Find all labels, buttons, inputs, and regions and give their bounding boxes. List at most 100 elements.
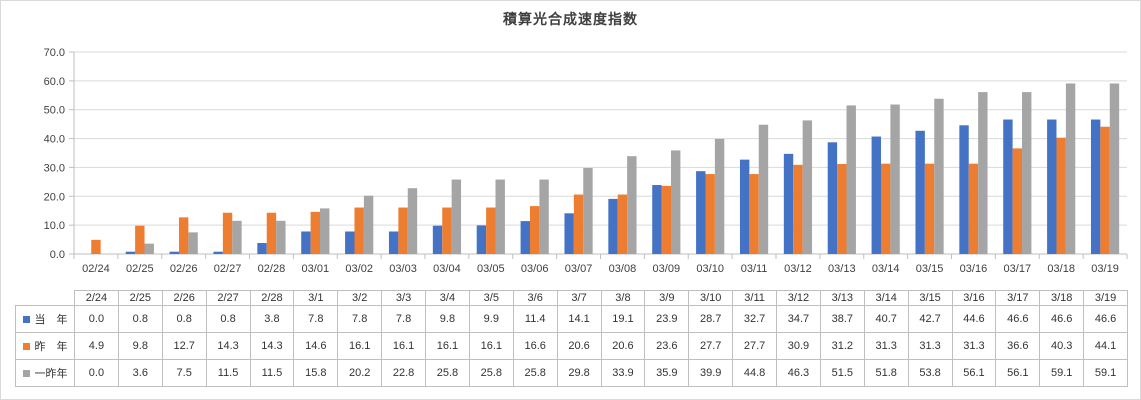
bar-0-19	[915, 130, 925, 254]
value-cell: 42.7	[907, 305, 953, 333]
series-color-swatch-icon	[22, 315, 30, 323]
bar-2-9	[495, 179, 505, 254]
bar-0-17	[827, 142, 838, 254]
bar-2-19	[934, 98, 944, 255]
value-cell: 25.8	[425, 359, 470, 387]
value-cell: 7.8	[337, 305, 383, 333]
value-cell: 0.8	[205, 305, 251, 333]
date-header-cell: 3/8	[600, 290, 646, 306]
bar-1-5	[310, 211, 321, 254]
bar-2-5	[320, 208, 330, 254]
value-cell: 56.1	[951, 359, 997, 387]
x-axis-label: 03/14	[872, 263, 900, 275]
value-cell: 31.3	[907, 332, 953, 360]
bar-0-7	[388, 231, 399, 254]
bar-1-22	[1056, 137, 1066, 254]
x-axis-label: 03/05	[477, 263, 505, 275]
date-header-cell: 3/5	[468, 290, 514, 306]
bar-0-11	[564, 213, 574, 254]
bar-1-2	[178, 217, 189, 254]
chart-title: 積算光合成速度指数	[503, 11, 638, 27]
bar-1-3	[222, 212, 233, 254]
bar-0-21	[1003, 119, 1013, 254]
y-axis-label: 40.0	[44, 134, 65, 146]
bar-2-22	[1065, 83, 1076, 254]
bar-0-20	[959, 125, 969, 254]
bar-2-15	[758, 124, 769, 254]
value-cell: 12.7	[161, 332, 207, 360]
bar-chart-plot-area: 0.0 10.0 20.0 30.0 40.0 50.0 60.0 70.0 02/24 02/2…	[44, 47, 1128, 275]
x-axis-label: 03/09	[653, 263, 681, 275]
y-axis-label: 60.0	[44, 76, 65, 88]
bar-1-4	[266, 212, 277, 254]
bar-2-2	[188, 232, 198, 254]
bar-2-1	[144, 243, 154, 254]
bar-0-5	[301, 231, 311, 254]
x-axis-label: 03/08	[609, 263, 637, 275]
value-cell: 20.2	[337, 359, 383, 387]
bar-2-6	[363, 195, 374, 254]
x-axis-label: 03/01	[302, 263, 330, 275]
bar-1-6	[354, 207, 364, 254]
corner-cell	[15, 290, 75, 306]
bar-0-23	[1090, 119, 1101, 254]
x-axis-label: 03/17	[1004, 263, 1032, 275]
value-cell: 23.9	[644, 305, 690, 333]
x-axis-label: 02/24	[82, 263, 110, 275]
x-axis-label: 03/16	[960, 263, 988, 275]
bar-0-3	[213, 251, 223, 254]
bar-2-8	[451, 179, 462, 254]
date-header-cell: 3/12	[776, 290, 821, 306]
bar-2-3	[232, 220, 242, 254]
table-row-series-1: 昨 年 4.9 9.8 12.7 14.3 14.3 14.6 16.1 16.1 16.1 16.…	[15, 332, 1128, 360]
value-cell: 7.8	[293, 305, 339, 333]
value-cell: 14.1	[556, 305, 602, 333]
date-header-cell: 2/25	[117, 290, 163, 306]
date-header-cell: 3/19	[1083, 290, 1128, 306]
date-header-cell: 3/16	[951, 290, 997, 306]
y-axis-label: 30.0	[44, 162, 65, 174]
bar-2-10	[539, 179, 549, 254]
date-header-cell: 3/11	[732, 290, 777, 306]
date-header-cell: 3/6	[512, 290, 558, 306]
value-cell: 34.7	[776, 305, 821, 333]
value-cell: 46.3	[776, 359, 821, 387]
value-cell: 16.1	[468, 332, 514, 360]
x-axis-label: 03/19	[1091, 263, 1119, 275]
x-axis-label: 03/11	[741, 263, 768, 275]
bar-0-2	[169, 251, 179, 254]
value-cell: 15.8	[293, 359, 339, 387]
value-cell: 16.1	[381, 332, 426, 360]
bar-0-15	[739, 159, 750, 254]
table-row-series-2: 一昨年 0.0 3.6 7.5 11.5 11.5 15.8 20.2 22.8 25.8 25.8…	[15, 359, 1128, 387]
value-cell: 20.6	[600, 332, 646, 360]
value-cell: 31.3	[951, 332, 997, 360]
value-cell: 46.6	[1039, 305, 1085, 333]
value-cell: 39.9	[688, 359, 734, 387]
value-cell: 14.3	[205, 332, 251, 360]
value-cell: 19.1	[600, 305, 646, 333]
series-color-swatch-icon	[22, 369, 30, 377]
x-axis-label: 02/27	[214, 263, 242, 275]
x-axis-label: 03/18	[1047, 263, 1075, 275]
value-cell: 25.8	[512, 359, 558, 387]
value-cell: 27.7	[688, 332, 734, 360]
bar-1-20	[968, 163, 979, 254]
date-header-cell: 3/9	[644, 290, 690, 306]
value-cell: 44.1	[1083, 332, 1128, 360]
value-cell: 59.1	[1039, 359, 1085, 387]
x-axis-label: 03/06	[521, 263, 549, 275]
value-cell: 31.2	[819, 332, 865, 360]
bar-2-12	[627, 156, 637, 254]
date-header-cell: 2/24	[74, 290, 119, 306]
bar-0-6	[345, 231, 355, 254]
value-cell: 3.8	[249, 305, 295, 333]
data-table: 2/24 2/25 2/26 2/27 2/28 3/1 3/2 3/3 3/4 3/5 3/6 3/…	[15, 290, 1128, 387]
x-axis-label: 03/13	[828, 263, 856, 275]
value-cell: 7.5	[161, 359, 207, 387]
value-cell: 11.5	[205, 359, 251, 387]
bar-0-18	[871, 136, 881, 254]
table-row-series-0: 当 年 0.0 0.8 0.8 0.8 3.8 7.8 7.8 7.8 9.8 9.9 11.4 14.…	[15, 305, 1128, 333]
y-axis-label: 10.0	[44, 220, 65, 232]
